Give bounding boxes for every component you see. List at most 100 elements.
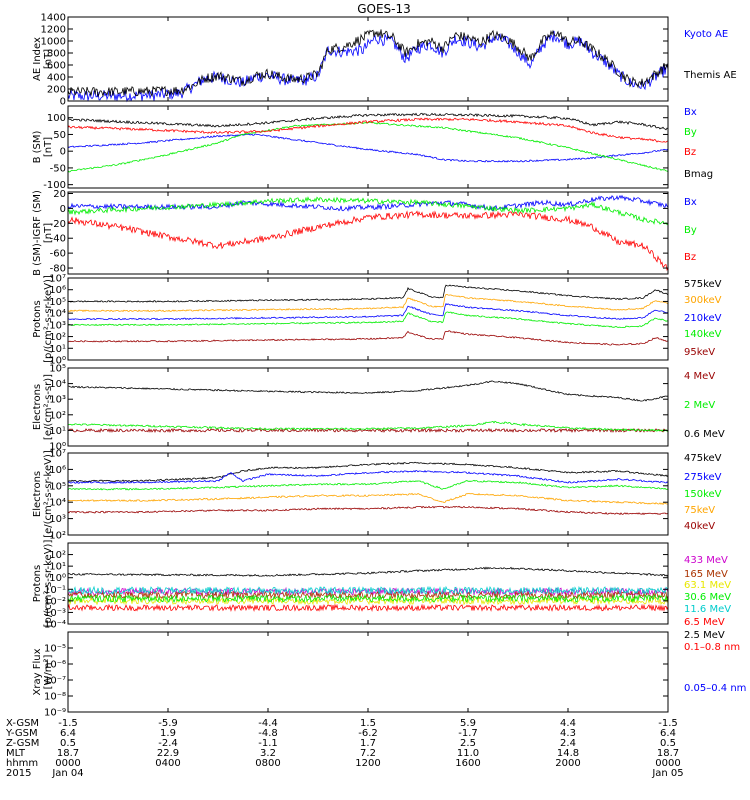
- ephemeris-row-label: MLT: [6, 748, 26, 759]
- ytick-label: -20: [50, 219, 66, 230]
- ephemeris-value: -1.5: [658, 718, 678, 729]
- ylabel-units: [nT]: [43, 223, 54, 243]
- ephemeris-value: 1.9: [160, 728, 176, 739]
- ephemeris-value: 0000: [655, 758, 680, 769]
- ytick-label: 10⁰: [49, 442, 66, 453]
- series-bsm-bx: [67, 133, 669, 163]
- ytick-label: -60: [50, 249, 66, 260]
- series-electrons1-2-mev: [67, 420, 669, 432]
- ytick-label: 10⁻¹: [44, 585, 66, 596]
- ytick-label: 10⁶: [49, 465, 66, 476]
- ytick-label: 50: [53, 130, 66, 141]
- ytick-label: 10⁻⁹: [44, 708, 66, 719]
- legend-210kev: 210keV: [684, 313, 722, 324]
- series-electrons2-475kev: [67, 461, 669, 483]
- ephemeris-value: 0.5: [660, 738, 676, 749]
- ylabel: B (SM): [32, 130, 43, 163]
- legend-by: By: [684, 225, 697, 236]
- ephemeris-value: 0400: [155, 758, 180, 769]
- ytick-label: 10⁴: [49, 309, 66, 320]
- ephemeris-value: 1600: [455, 758, 480, 769]
- ytick-label: 10⁻²: [44, 596, 66, 607]
- legend-themis-ae: Themis AE: [683, 70, 737, 81]
- legend-40kev: 40keV: [684, 521, 715, 532]
- ytick-label: 10¹: [49, 562, 66, 573]
- ephemeris-value: -1.1: [258, 738, 278, 749]
- legend-bx: Bx: [684, 107, 697, 118]
- ephemeris-value: 0000: [55, 758, 80, 769]
- series-ae-kyoto-ae: [67, 30, 669, 103]
- legend-300kev: 300keV: [684, 295, 722, 306]
- panel-frame: [67, 367, 669, 447]
- ytick-label: 10³: [49, 514, 66, 525]
- ylabel-units: [W/m²]: [43, 654, 54, 689]
- ytick-label: 10⁵: [49, 364, 66, 375]
- ephemeris-row-label: hhmm: [6, 758, 38, 769]
- series-electrons1-4-mev: [67, 427, 669, 434]
- legend-140kev: 140keV: [684, 329, 722, 340]
- ephemeris-table: X-GSMY-GSMZ-GSMMLThhmm2015-1.56.40.518.7…: [5, 718, 684, 779]
- legend-75kev: 75keV: [684, 505, 715, 516]
- legend-6-5-mev: 6.5 MeV: [684, 617, 725, 628]
- ephemeris-value: 1.7: [360, 738, 376, 749]
- ephemeris-value: 0.5: [60, 738, 76, 749]
- ytick-label: 10⁵: [49, 481, 66, 492]
- ylabel: Protons: [32, 300, 43, 337]
- ytick-label: 10⁻⁵: [44, 644, 66, 655]
- ephemeris-value: 1200: [355, 758, 380, 769]
- ytick-label: 10²: [49, 550, 66, 561]
- ytick-label: 0: [60, 147, 66, 158]
- panel-frame: [67, 277, 669, 361]
- series-protons1-95kev: [67, 330, 669, 346]
- ephemeris-value: 18.7: [657, 748, 679, 759]
- legend-2-5-mev: 2.5 MeV: [684, 630, 725, 641]
- ytick-label: 10³: [49, 320, 66, 331]
- ytick-label: 10⁶: [49, 285, 66, 296]
- ephemeris-value: -4.8: [258, 728, 278, 739]
- ytick-label: 100: [47, 113, 66, 124]
- ephemeris-value: 14.8: [557, 748, 579, 759]
- ephemeris-value: 6.4: [60, 728, 76, 739]
- figure-title: GOES-13: [357, 2, 411, 16]
- ytick-label: 1200: [41, 25, 66, 36]
- series-protons2-2-5-mev: [67, 566, 669, 577]
- ytick-label: -50: [50, 163, 66, 174]
- legend-30-6-mev: 30.6 MeV: [684, 592, 731, 603]
- ephemeris-value: 6.4: [660, 728, 676, 739]
- ylabel: Protons: [32, 565, 43, 602]
- legend-bz: Bz: [684, 147, 696, 158]
- ephemeris-value: 7.2: [360, 748, 376, 759]
- ytick-label: 10²: [49, 332, 66, 343]
- ytick-label: 10⁷: [49, 449, 66, 460]
- legend-0-1-0-8-nm: 0.1–0.8 nm: [684, 642, 740, 653]
- series-protons2-11-6-mev: [67, 585, 669, 596]
- ephemeris-value: -6.2: [358, 728, 378, 739]
- series-protons1-300kev: [67, 293, 669, 313]
- ephemeris-value: 5.9: [460, 718, 476, 729]
- panel-bsm: -100 -50 0 50 100 B (SM) [nT] Bx By Bz Bmag: [32, 105, 713, 191]
- ephemeris-value: -4.4: [258, 718, 278, 729]
- panel-bdiff: -80 -60 -40 -20 0 20 B (SM)-IGRF (SM) [nT] Bx By B…: [32, 189, 697, 276]
- legend-11-6-mev: 11.6 MeV: [684, 604, 731, 615]
- ephemeris-row-label: 2015: [6, 768, 31, 779]
- ephemeris-row-label: Z-GSM: [6, 738, 39, 749]
- series-protons2-433-mev: [67, 586, 669, 597]
- ylabel: B (SM)-IGRF (SM): [32, 190, 43, 276]
- ytick-label: -80: [50, 264, 66, 275]
- ephemeris-value: -1.7: [458, 728, 478, 739]
- ytick-label: 0: [60, 204, 66, 215]
- ephemeris-value: 2000: [555, 758, 580, 769]
- legend-bx: Bx: [684, 197, 697, 208]
- ytick-label: 10²: [49, 410, 66, 421]
- panel-frame: [67, 542, 669, 625]
- series-bsm-bmag: [67, 112, 669, 131]
- panel-frame: [67, 16, 669, 102]
- ytick-label: 800: [47, 49, 66, 60]
- ylabel-units: [p/(cm²-s-sr-keV)]: [43, 540, 54, 628]
- ytick-label: 600: [47, 61, 66, 72]
- ytick-label: 10²: [49, 531, 66, 542]
